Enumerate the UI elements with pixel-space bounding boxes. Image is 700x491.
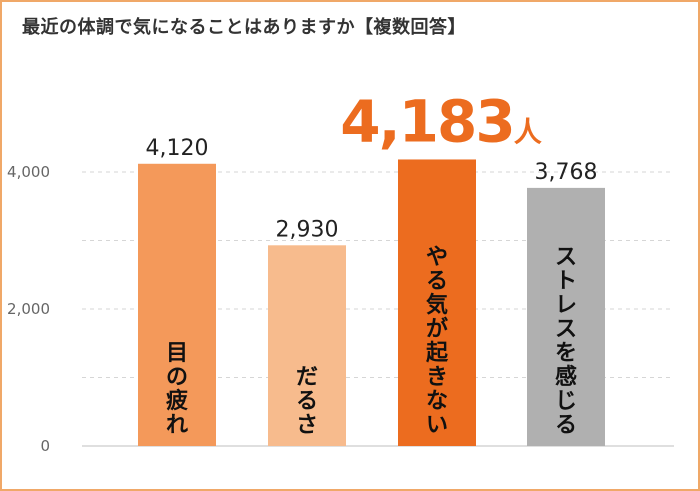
category-label: ストレスを感じる <box>555 245 577 438</box>
highlight-value-label: 4,183人 <box>340 87 541 155</box>
bar <box>138 163 216 446</box>
bar-value-label: 2,930 <box>276 217 339 242</box>
category-label: だるさ <box>296 365 318 438</box>
chart-title: 最近の体調で気になることはありますか【複数回答】 <box>22 17 466 38</box>
y-tick-label: 2,000 <box>7 300 50 318</box>
bar-value-label: 3,768 <box>535 160 598 185</box>
bar-value-label: 4,120 <box>146 136 209 161</box>
bar <box>268 245 346 446</box>
category-label: 目の疲れ <box>166 341 188 438</box>
y-tick-label: 4,000 <box>7 163 50 181</box>
category-label: やる気が起きない <box>425 245 449 438</box>
bar <box>398 159 476 447</box>
y-tick-label: 0 <box>40 437 50 455</box>
bar <box>527 187 605 446</box>
